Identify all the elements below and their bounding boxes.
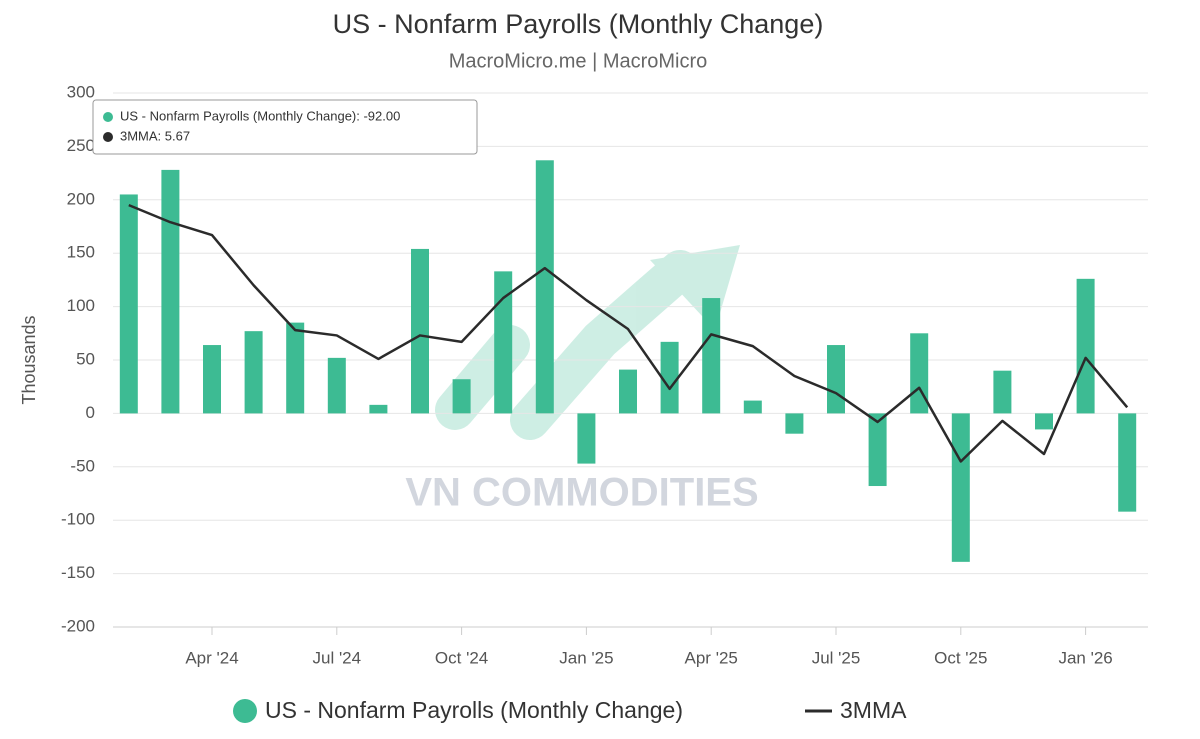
x-tick-label: Jan '25 (559, 648, 613, 667)
chart-subtitle: MacroMicro.me | MacroMicro (449, 50, 708, 72)
bar (161, 169, 180, 414)
legend: US - Nonfarm Payrolls (Monthly Change) 3… (233, 697, 907, 723)
bar (868, 413, 887, 487)
y-tick-label: 150 (67, 243, 95, 262)
tooltip-box (92, 99, 478, 155)
bar (827, 345, 845, 414)
tooltip-marker (103, 112, 113, 122)
bar (535, 160, 554, 414)
bar (702, 298, 721, 414)
y-tick-label: 50 (76, 349, 95, 368)
x-tick-label: Jan '26 (1058, 648, 1112, 667)
x-tick-label: Oct '25 (934, 648, 987, 667)
tooltip: US - Nonfarm Payrolls (Monthly Change): … (92, 99, 478, 155)
y-axis-label: Thousands (19, 315, 39, 404)
tooltip-marker (103, 132, 113, 142)
legend-label: 3MMA (840, 697, 907, 723)
bar (203, 345, 221, 414)
bar (369, 404, 388, 414)
bar (577, 413, 596, 464)
watermark: VN COMMODITIES (405, 471, 758, 515)
bar (785, 413, 804, 434)
x-tick-label: Jul '25 (812, 648, 861, 667)
bar (1035, 413, 1053, 430)
y-tick-label: 300 (67, 82, 95, 101)
bar (951, 413, 970, 562)
bar (494, 271, 513, 414)
bar (1118, 413, 1137, 512)
chart-title: US - Nonfarm Payrolls (Monthly Change) (333, 9, 824, 39)
y-tick-label: -200 (61, 616, 95, 635)
y-tick-label: 200 (67, 189, 95, 208)
y-tick-label: 100 (67, 296, 95, 315)
bar (452, 379, 471, 414)
y-tick-label: -100 (61, 510, 95, 529)
y-tick-label: -150 (61, 563, 95, 582)
y-tick-label: 250 (67, 136, 95, 155)
x-tick-label: Oct '24 (435, 648, 488, 667)
tooltip-line: US - Nonfarm Payrolls (Monthly Change): … (120, 108, 400, 123)
bar (327, 357, 346, 414)
x-tick-label: Jul '24 (312, 648, 361, 667)
y-tick-label: 0 (86, 403, 95, 422)
bar (660, 341, 679, 414)
bar (119, 194, 138, 414)
tooltip-line: 3MMA: 5.67 (120, 128, 190, 143)
bar (619, 369, 637, 414)
x-tick-label: Apr '24 (185, 648, 238, 667)
bar (993, 370, 1012, 414)
y-tick-label: -50 (70, 456, 95, 475)
legend-label: US - Nonfarm Payrolls (Monthly Change) (265, 697, 683, 723)
bar (286, 322, 305, 414)
bar (411, 248, 429, 414)
bar (244, 331, 263, 414)
bar (1076, 278, 1095, 414)
bar (743, 400, 762, 414)
legend-marker (233, 699, 257, 723)
x-tick-label: Apr '25 (685, 648, 738, 667)
line (128, 203, 1129, 463)
